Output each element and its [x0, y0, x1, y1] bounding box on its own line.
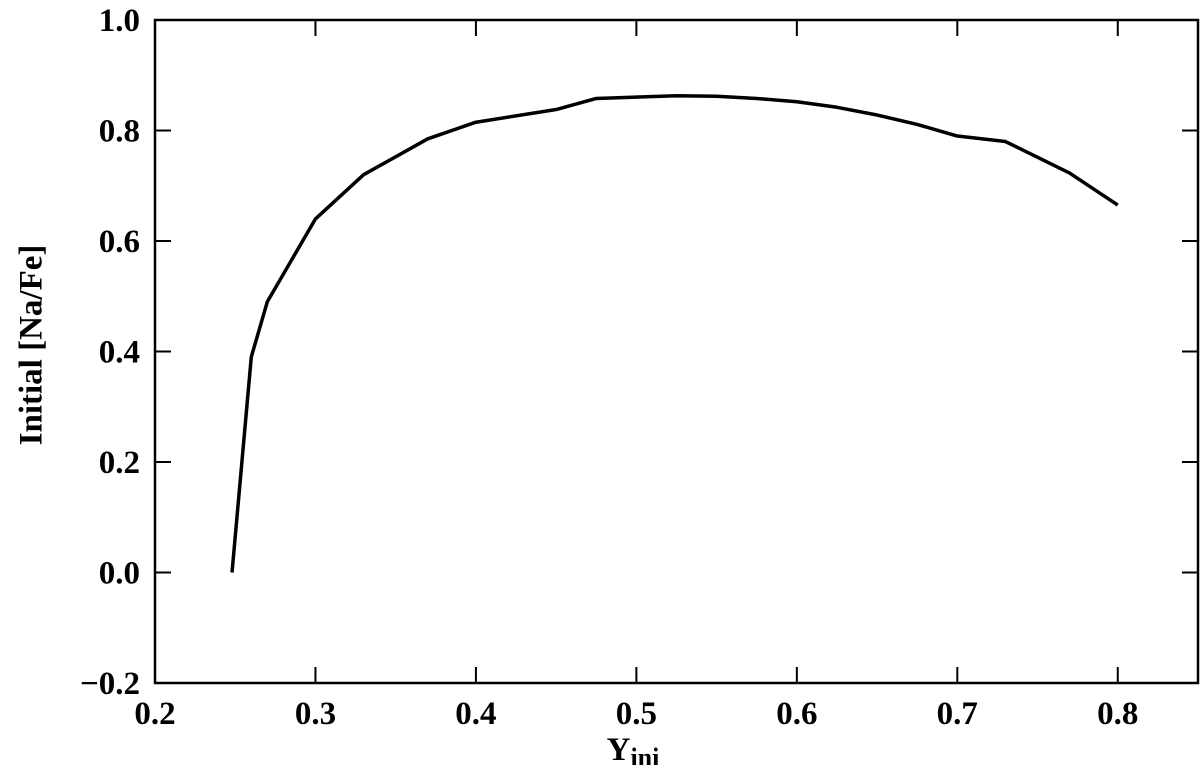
- x-tick-label: 0.2: [134, 696, 175, 732]
- y-tick-label: 0.6: [99, 224, 140, 260]
- data-line: [230, 93, 1119, 573]
- x-axis-label: Yini: [607, 732, 660, 765]
- y-axis-label: Initial [Na/Fe]: [14, 245, 50, 446]
- x-label-subscript: ini: [630, 743, 659, 765]
- y-tick-label: −0.2: [80, 666, 140, 702]
- x-label-base: Y: [607, 732, 631, 765]
- y-tick-label: 0.8: [99, 114, 140, 150]
- y-tick-label: 0.0: [99, 556, 140, 592]
- x-tick-label: 0.5: [616, 696, 657, 732]
- x-tick-label: 0.7: [937, 696, 978, 732]
- y-tick-label: 0.4: [99, 335, 140, 371]
- x-tick-label: 0.8: [1097, 696, 1138, 732]
- x-tick-label: 0.4: [455, 696, 496, 732]
- x-tick-label: 0.3: [295, 696, 336, 732]
- y-tick-label: 1.0: [99, 3, 140, 39]
- x-tick-label: 0.6: [776, 696, 817, 732]
- y-tick-label: 0.2: [99, 445, 140, 481]
- plot-frame: [153, 18, 1200, 685]
